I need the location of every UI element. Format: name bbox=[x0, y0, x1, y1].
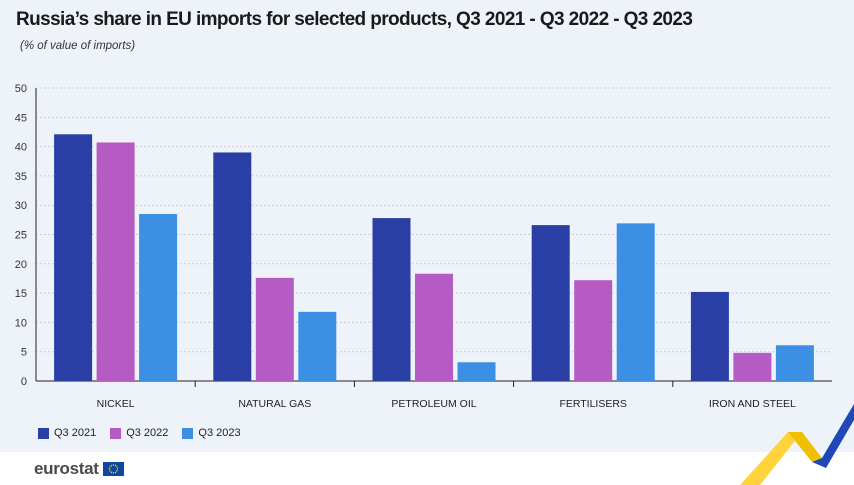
bar-fertilisers-q3-2023 bbox=[616, 223, 655, 381]
y-tick-label: 35 bbox=[15, 171, 27, 183]
logo-text: eurostat bbox=[34, 459, 99, 478]
x-tick-label: PETROLEUM OIL bbox=[391, 398, 476, 410]
bar-natural-gas-q3-2023 bbox=[298, 311, 337, 381]
footer bbox=[0, 452, 854, 485]
y-tick-label: 30 bbox=[15, 200, 27, 212]
bar-chart: 0 5 10 15 20 25 30 35 40 45 50 NICKEL NATURAL GAS PET… bbox=[15, 83, 832, 410]
bar-natural-gas-q3-2022 bbox=[255, 277, 294, 381]
chart-legend: Q3 2021 Q3 2022 Q3 2023 bbox=[38, 427, 241, 439]
bar-nickel-q3-2021 bbox=[54, 134, 93, 381]
legend-item: Q3 2023 bbox=[182, 427, 241, 439]
legend-swatch bbox=[38, 427, 49, 439]
bar-petroleum-oil-q3-2021 bbox=[372, 218, 411, 381]
bar-fertilisers-q3-2021 bbox=[531, 225, 570, 381]
y-tick-label: 10 bbox=[15, 317, 27, 329]
legend-label: Q3 2021 bbox=[54, 427, 97, 439]
bar-iron-and-steel-q3-2021 bbox=[690, 291, 729, 381]
bar-petroleum-oil-q3-2022 bbox=[415, 273, 453, 381]
bar-nickel-q3-2022 bbox=[96, 142, 135, 381]
bar-petroleum-oil-q3-2023 bbox=[457, 362, 496, 381]
x-tick-label: NATURAL GAS bbox=[238, 398, 311, 410]
bar-fertilisers-q3-2022 bbox=[574, 280, 613, 381]
chart-title: Russia’s share in EU imports for selecte… bbox=[16, 9, 693, 30]
chart-subtitle: (% of value of imports) bbox=[20, 40, 136, 52]
y-tick-label: 50 bbox=[15, 83, 27, 95]
y-tick-label: 0 bbox=[21, 376, 27, 388]
y-tick-label: 20 bbox=[15, 259, 27, 271]
bar-iron-and-steel-q3-2022 bbox=[733, 352, 772, 381]
bar-iron-and-steel-q3-2023 bbox=[775, 345, 814, 381]
legend-swatch bbox=[182, 427, 194, 439]
x-tick-label: NICKEL bbox=[97, 398, 135, 410]
chevron-ribbon-icon bbox=[740, 404, 854, 485]
x-tick-label: IRON AND STEEL bbox=[709, 398, 796, 410]
eu-flag-icon bbox=[102, 462, 124, 476]
x-tick-label: FERTILISERS bbox=[559, 398, 627, 410]
legend-item: Q3 2021 bbox=[38, 427, 96, 439]
y-tick-label: 15 bbox=[15, 288, 27, 300]
y-tick-label: 5 bbox=[21, 347, 27, 359]
legend-label: Q3 2022 bbox=[126, 427, 169, 439]
bar-natural-gas-q3-2021 bbox=[213, 152, 252, 381]
legend-item: Q3 2022 bbox=[110, 427, 168, 439]
legend-swatch bbox=[110, 427, 122, 439]
legend-label: Q3 2023 bbox=[198, 427, 241, 439]
y-tick-label: 25 bbox=[15, 230, 27, 242]
bar-nickel-q3-2023 bbox=[139, 213, 178, 381]
y-tick-label: 40 bbox=[15, 142, 27, 154]
eurostat-logo: eurostat bbox=[34, 459, 124, 479]
y-tick-label: 45 bbox=[15, 112, 27, 124]
